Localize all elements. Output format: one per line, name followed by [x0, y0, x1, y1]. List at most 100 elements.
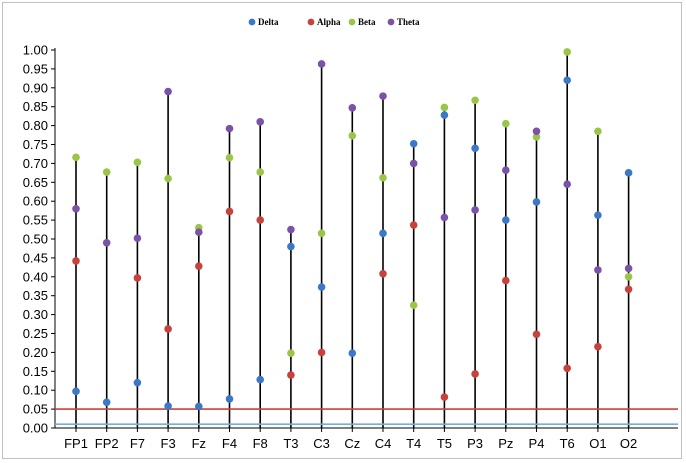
- legend: Delta Alpha Beta Theta: [248, 17, 420, 27]
- legend-marker: [387, 18, 395, 26]
- x-tick-label: T3: [283, 436, 298, 451]
- data-point-delta: [440, 111, 449, 119]
- x-tick-label: T6: [560, 436, 575, 451]
- data-point-alpha: [225, 207, 234, 216]
- data-point-delta: [563, 76, 571, 85]
- data-point-beta: [471, 96, 479, 105]
- y-tick-label: 0.55: [23, 213, 48, 228]
- data-point-theta: [471, 206, 479, 214]
- stem-plot-chart: Delta Alpha Beta Theta 0.00 0.05 0.10 0.15 0.20…: [23, 17, 678, 451]
- data-point-theta: [532, 127, 541, 136]
- data-point-theta: [256, 118, 264, 126]
- data-point-delta: [72, 387, 80, 396]
- legend-marker: [248, 18, 256, 26]
- y-tick-label: 0.00: [23, 421, 48, 436]
- data-point-beta: [379, 173, 387, 182]
- data-point-beta: [532, 133, 541, 141]
- x-tick-label: C4: [375, 436, 392, 451]
- data-point-beta: [164, 174, 172, 183]
- data-point-alpha: [72, 257, 80, 265]
- data-point-theta: [440, 213, 449, 222]
- x-tick-label: C3: [313, 436, 330, 451]
- y-tick-label: 0.80: [23, 118, 48, 133]
- y-tick-label: 0.45: [23, 250, 48, 265]
- y-tick-label: 0.35: [23, 288, 48, 303]
- data-point-alpha: [317, 348, 326, 357]
- data-point-alpha: [287, 371, 295, 379]
- x-tick-label: FP2: [95, 436, 119, 451]
- x-tick-label: F4: [222, 436, 237, 451]
- data-point-delta: [348, 349, 357, 357]
- data-point-alpha: [471, 370, 479, 378]
- y-tick-label: 0.75: [23, 137, 48, 152]
- data-point-beta: [348, 132, 357, 140]
- data-point-delta: [225, 395, 234, 403]
- data-point-theta: [624, 264, 633, 273]
- reference-lines: [55, 408, 678, 426]
- data-point-theta: [133, 234, 142, 243]
- data-point-delta: [471, 144, 479, 153]
- x-tick-label: O1: [589, 436, 606, 451]
- y-tick-label: 0.95: [23, 61, 48, 76]
- x-tick-label: F3: [161, 436, 176, 451]
- x-tick-label: T4: [406, 436, 421, 451]
- y-tick-label: 0.15: [23, 364, 48, 379]
- data-point-beta: [317, 229, 326, 238]
- data-point-alpha: [195, 262, 203, 271]
- x-tick-label: Cz: [344, 436, 360, 451]
- y-tick-label: 0.50: [23, 232, 48, 247]
- data-point-alpha: [256, 216, 264, 224]
- legend-marker: [348, 18, 356, 26]
- legend-marker: [307, 18, 315, 26]
- data-point-delta: [409, 139, 418, 148]
- data-point-theta: [317, 60, 326, 68]
- data-point-delta: [594, 211, 602, 219]
- data-point-beta: [563, 48, 571, 56]
- data-point-delta: [133, 378, 142, 387]
- legend-item-theta: Theta: [387, 17, 420, 27]
- data-point-beta: [256, 168, 264, 176]
- data-point-beta: [133, 158, 142, 167]
- data-point-alpha: [594, 342, 602, 351]
- data-point-alpha: [409, 221, 418, 229]
- data-point-beta: [440, 103, 449, 112]
- data-point-theta: [164, 87, 172, 96]
- x-tick-label: F8: [253, 436, 268, 451]
- x-tick-label: T5: [437, 436, 452, 451]
- y-tick-label: 0.30: [23, 307, 48, 322]
- data-point-alpha: [532, 330, 541, 339]
- data-point-theta: [287, 225, 295, 234]
- y-tick-label: 0.40: [23, 269, 48, 284]
- data-point-beta: [502, 119, 510, 128]
- legend-item-delta: Delta: [248, 17, 279, 27]
- data-point-theta: [563, 180, 571, 188]
- x-tick-label: F7: [130, 436, 145, 451]
- x-tick-label: P4: [529, 436, 545, 451]
- data-point-theta: [72, 204, 80, 213]
- data-point-theta: [195, 228, 203, 236]
- y-axis: 0.00 0.05 0.10 0.15 0.20 0.25 0.30 0.35 0.40 0.45…: [23, 43, 56, 436]
- data-point-alpha: [563, 364, 571, 373]
- data-point-beta: [225, 153, 234, 162]
- data-point-theta: [348, 104, 357, 112]
- data-point-theta: [502, 166, 510, 175]
- data-point-delta: [287, 242, 295, 251]
- x-axis: FP1 FP2 F7 F3 Fz F4 F8 T3 C3 Cz C4 T4 T5 P3 Pz P4 T6 O1 O2: [55, 427, 678, 451]
- legend-label: Delta: [258, 17, 279, 27]
- data-point-alpha: [502, 276, 510, 285]
- data-point-alpha: [164, 325, 172, 333]
- data-point-beta: [624, 273, 633, 281]
- data-point-delta: [256, 375, 264, 384]
- x-tick-label: P3: [467, 436, 483, 451]
- data-point-alpha: [624, 285, 633, 294]
- data-point-theta: [409, 159, 418, 168]
- y-tick-label: 0.10: [23, 383, 48, 398]
- data-point-delta: [532, 198, 541, 206]
- points-layer: [72, 48, 633, 411]
- data-point-delta: [102, 398, 111, 407]
- legend-item-beta: Beta: [348, 17, 376, 27]
- y-tick-label: 0.20: [23, 345, 48, 360]
- data-point-delta: [624, 169, 633, 177]
- y-tick-label: 0.65: [23, 175, 48, 190]
- data-point-delta: [317, 283, 326, 291]
